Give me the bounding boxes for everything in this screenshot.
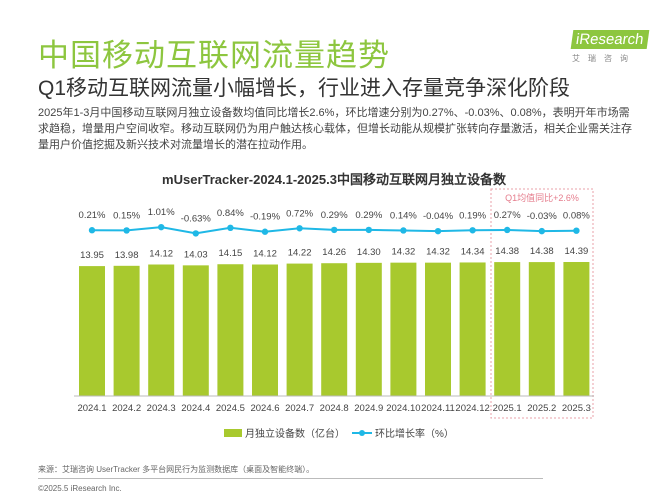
bar-value-label: 14.38 bbox=[495, 246, 519, 257]
bar bbox=[182, 265, 209, 396]
description: 2025年1-3月中国移动互联网月独立设备数均值同比增长2.6%，环比增速分别为… bbox=[38, 107, 632, 151]
page-subtitle: Q1移动互联网流量小幅增长，行业进入存量竞争深化阶段 bbox=[38, 77, 571, 100]
line-value-label: 0.15% bbox=[113, 210, 140, 221]
line-point bbox=[192, 230, 199, 237]
bar bbox=[425, 262, 451, 396]
line-point bbox=[331, 226, 338, 234]
source-note: 来源：艾瑞咨询 UserTracker 多平台网民行为监测数据库（桌面及智能终端… bbox=[38, 465, 315, 474]
line-value-label: -0.63% bbox=[181, 213, 212, 224]
line-point bbox=[504, 226, 511, 234]
line-point bbox=[261, 228, 269, 235]
x-tick-label: 2024.6 bbox=[250, 403, 279, 414]
legend-bar-label: 月独立设备数（亿台） bbox=[245, 427, 345, 440]
line-value-label: 0.14% bbox=[390, 210, 417, 221]
q1-highlight-box bbox=[490, 188, 594, 419]
iresearch-logo: iResearch 艾瑞咨询 bbox=[570, 30, 649, 64]
line-value-label: 0.29% bbox=[321, 210, 348, 221]
bar-value-label: 13.98 bbox=[115, 250, 139, 261]
x-tick-label: 2024.5 bbox=[216, 403, 245, 414]
chart: mUserTracker-2024.1-2025.3中国移动互联网月独立设备数 … bbox=[74, 172, 594, 440]
bar-value-label: 14.03 bbox=[184, 249, 208, 260]
line-point bbox=[227, 224, 234, 232]
line-value-label: 0.19% bbox=[459, 210, 486, 221]
bar-value-label: 14.38 bbox=[530, 246, 554, 257]
legend-line-marker bbox=[359, 430, 365, 436]
x-tick-label: 2024.10 bbox=[386, 403, 420, 414]
bar bbox=[459, 262, 486, 396]
bar-value-label: 14.22 bbox=[288, 248, 312, 259]
bar-value-label: 14.26 bbox=[322, 247, 346, 258]
x-tick-label: 2024.9 bbox=[354, 403, 383, 414]
line-point bbox=[538, 227, 545, 235]
x-tick-label: 2025.3 bbox=[562, 403, 591, 414]
copyright: ©2025.5 iResearch Inc. bbox=[38, 484, 122, 493]
bar-value-label: 14.12 bbox=[149, 249, 173, 260]
bar bbox=[217, 264, 244, 396]
footer-divider bbox=[38, 478, 543, 479]
bar bbox=[252, 264, 278, 396]
bar bbox=[148, 264, 175, 396]
bar bbox=[113, 265, 140, 396]
bar-value-label: 14.15 bbox=[219, 248, 243, 259]
bar-value-label: 14.32 bbox=[426, 247, 450, 258]
line-point bbox=[400, 227, 407, 234]
line-point bbox=[434, 227, 442, 235]
x-tick-label: 2024.11 bbox=[421, 403, 455, 414]
page-title: 中国移动互联网流量趋势 bbox=[38, 38, 390, 73]
line-point bbox=[158, 223, 165, 231]
line-value-label: 0.29% bbox=[355, 210, 382, 221]
line-value-label: 0.21% bbox=[79, 210, 106, 221]
legend-line-label: 环比增长率（%） bbox=[375, 427, 454, 440]
line-point bbox=[123, 227, 130, 234]
line-value-label: 0.08% bbox=[563, 211, 590, 222]
line-value-label: 1.01% bbox=[148, 207, 175, 218]
x-tick-label: 2024.8 bbox=[320, 403, 349, 414]
q1-annotation: Q1均值同比+2.6% bbox=[505, 192, 579, 203]
bar bbox=[321, 263, 348, 396]
line-value-label: 0.27% bbox=[494, 210, 521, 221]
line-value-label: 0.72% bbox=[286, 208, 313, 219]
x-tick-label: 2025.1 bbox=[493, 403, 522, 414]
bar-value-label: 14.34 bbox=[461, 246, 485, 257]
line-value-label: 0.84% bbox=[217, 208, 244, 219]
line-point bbox=[573, 227, 580, 234]
chart-title: mUserTracker-2024.1-2025.3中国移动互联网月独立设备数 bbox=[162, 172, 507, 187]
x-tick-label: 2025.2 bbox=[527, 403, 556, 414]
bar-value-label: 14.12 bbox=[253, 249, 277, 260]
line-value-label: -0.04% bbox=[423, 211, 454, 222]
x-tick-label: 2024.4 bbox=[181, 403, 210, 414]
line-point bbox=[365, 226, 372, 234]
legend-bar-swatch bbox=[224, 429, 242, 437]
x-tick-label: 2024.7 bbox=[285, 403, 314, 414]
bar-value-label: 14.32 bbox=[392, 247, 416, 258]
bar bbox=[494, 262, 521, 396]
x-tick-label: 2024.12 bbox=[455, 403, 489, 414]
bar bbox=[528, 262, 555, 396]
line-point bbox=[469, 227, 476, 234]
x-tick-label: 2024.2 bbox=[112, 403, 141, 414]
x-tick-label: 2024.3 bbox=[147, 403, 176, 414]
bar bbox=[286, 263, 313, 396]
bar-value-label: 13.95 bbox=[80, 250, 104, 261]
legend: 月独立设备数（亿台） 环比增长率（%） bbox=[224, 427, 454, 440]
bar-value-label: 14.39 bbox=[565, 246, 589, 257]
line-value-label: -0.19% bbox=[250, 212, 281, 223]
line-point bbox=[88, 227, 96, 234]
line-point bbox=[296, 225, 303, 232]
bar bbox=[79, 266, 105, 396]
line-value-label: -0.03% bbox=[527, 211, 558, 222]
x-tick-label: 2024.1 bbox=[77, 403, 106, 414]
bar bbox=[355, 262, 382, 396]
bar bbox=[563, 262, 590, 396]
bar bbox=[390, 262, 417, 396]
bar-value-label: 14.30 bbox=[357, 247, 381, 258]
